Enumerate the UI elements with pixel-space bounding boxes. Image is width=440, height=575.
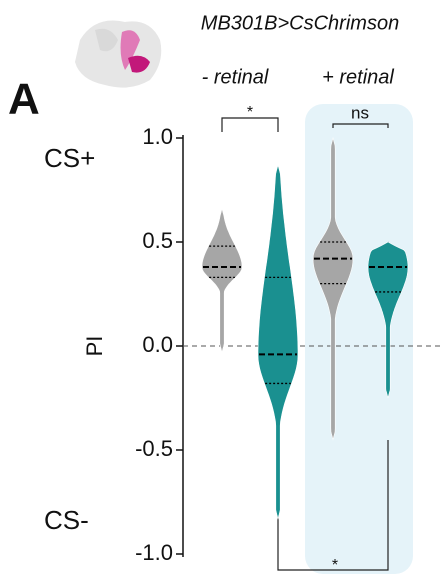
y-tick-label: -1.0 [135, 540, 173, 565]
annotation: CS+ [44, 143, 95, 173]
y-tick-label: 1.0 [142, 124, 173, 149]
y-tick-label: 0.5 [142, 228, 173, 253]
significance: ns [351, 103, 369, 122]
chart: MB301B>CsChrimson A - retinal + retinal … [0, 0, 440, 575]
y-axis-label: PI [82, 336, 107, 357]
group-label: + retinal [322, 66, 394, 88]
y-tick-label: 0.0 [142, 332, 173, 357]
violin-body [258, 165, 298, 519]
panel-label: A [8, 75, 40, 124]
violin-body [202, 209, 242, 353]
significance: * [247, 104, 253, 121]
y-tick-label: -0.5 [135, 436, 173, 461]
highlight-panel [305, 104, 413, 574]
significance: * [332, 557, 338, 574]
group-label: - retinal [202, 66, 269, 88]
brain-icon [75, 20, 161, 87]
chart-title: MB301B>CsChrimson [201, 12, 399, 34]
annotation: CS- [44, 505, 89, 535]
